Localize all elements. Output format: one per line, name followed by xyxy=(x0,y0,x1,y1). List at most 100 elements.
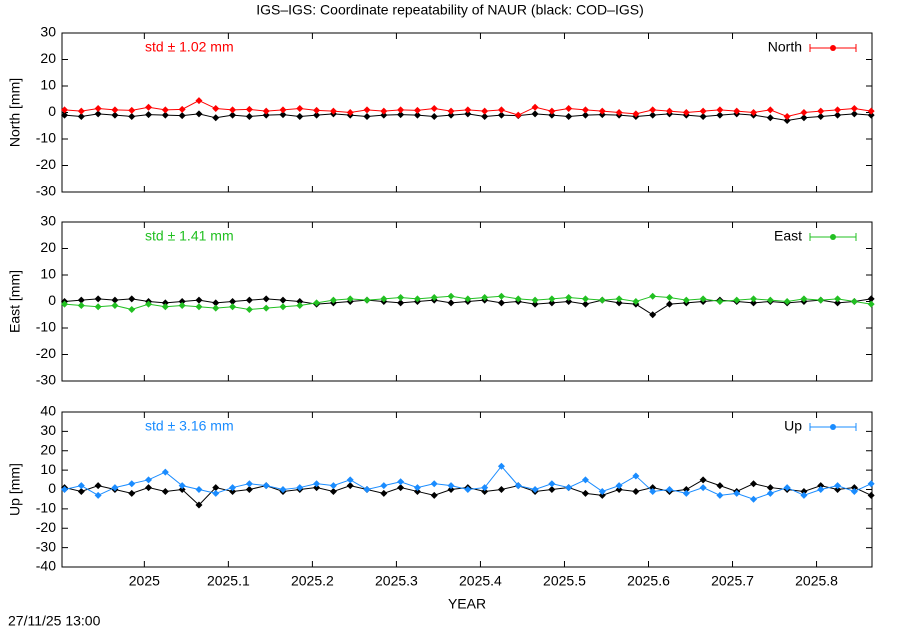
data-point xyxy=(497,111,505,119)
data-point xyxy=(346,482,354,490)
data-point xyxy=(817,107,825,115)
data-point xyxy=(481,484,489,492)
legend-marker xyxy=(830,424,836,430)
data-point xyxy=(850,105,858,113)
data-point xyxy=(313,480,321,488)
x-tick-label: 2025.8 xyxy=(795,573,838,589)
data-point xyxy=(279,111,287,119)
legend-label: Up xyxy=(784,418,802,434)
data-point xyxy=(497,486,505,493)
data-point xyxy=(397,106,405,114)
data-point xyxy=(867,107,875,115)
data-point xyxy=(531,110,539,118)
data-point xyxy=(733,107,741,115)
data-point xyxy=(615,109,623,116)
data-point xyxy=(397,294,405,302)
data-point xyxy=(380,295,388,303)
data-point xyxy=(464,486,472,493)
data-point xyxy=(750,109,758,116)
data-point xyxy=(733,296,741,304)
data-point xyxy=(834,482,842,490)
chart-title: IGS–IGS: Coordinate repeatability of NAU… xyxy=(256,2,643,18)
data-point xyxy=(279,303,287,311)
data-point xyxy=(548,111,556,119)
x-axis-label: YEAR xyxy=(448,596,486,612)
data-point xyxy=(111,301,119,309)
data-point xyxy=(128,112,136,120)
data-point xyxy=(212,114,220,122)
data-point xyxy=(581,489,589,497)
data-point xyxy=(481,107,489,115)
y-tick-label: -10 xyxy=(36,319,56,335)
data-point xyxy=(464,110,472,118)
data-point xyxy=(397,299,405,307)
data-point xyxy=(145,476,153,484)
data-point xyxy=(94,105,102,113)
data-point xyxy=(615,295,623,303)
data-point xyxy=(195,486,203,493)
data-point xyxy=(128,106,136,114)
data-point xyxy=(430,112,438,120)
data-point xyxy=(363,106,371,114)
legend-marker xyxy=(830,45,836,51)
data-point xyxy=(750,480,758,488)
y-tick-label: 30 xyxy=(40,422,56,438)
data-point xyxy=(850,110,858,118)
data-point xyxy=(380,111,388,119)
data-point xyxy=(363,486,371,493)
data-point xyxy=(161,106,169,114)
y-tick-label: -10 xyxy=(36,130,56,146)
data-point xyxy=(581,295,589,303)
data-point xyxy=(632,298,640,305)
data-point xyxy=(783,484,791,492)
data-point xyxy=(834,295,842,303)
y-tick-label: 40 xyxy=(40,403,56,419)
data-point xyxy=(766,484,774,492)
data-point xyxy=(413,295,421,303)
data-point xyxy=(61,111,69,119)
data-point xyxy=(716,298,724,305)
data-point xyxy=(598,296,606,304)
data-point xyxy=(245,480,253,488)
data-point xyxy=(262,107,270,115)
data-point xyxy=(329,487,337,495)
data-point xyxy=(195,501,203,509)
data-point xyxy=(296,298,304,305)
y-tick-label: 20 xyxy=(40,239,56,255)
data-point xyxy=(682,486,690,493)
data-point xyxy=(565,112,573,120)
y-tick-label: 0 xyxy=(48,103,56,119)
data-point xyxy=(178,301,186,309)
data-point xyxy=(145,111,153,119)
data-point xyxy=(548,480,556,488)
data-point xyxy=(212,484,220,492)
data-point xyxy=(94,110,102,118)
data-point xyxy=(581,476,589,484)
data-point xyxy=(481,112,489,120)
data-point xyxy=(850,298,858,305)
data-point xyxy=(834,111,842,119)
data-point xyxy=(632,110,640,118)
data-point xyxy=(699,476,707,484)
y-tick-label: 30 xyxy=(40,213,56,229)
data-point xyxy=(262,295,270,303)
std-annotation: std ± 3.16 mm xyxy=(145,418,234,434)
legend-marker xyxy=(830,234,836,240)
data-point xyxy=(514,482,522,490)
data-point xyxy=(817,296,825,304)
data-point xyxy=(548,107,556,115)
data-point xyxy=(111,106,119,114)
data-point xyxy=(397,484,405,492)
data-point xyxy=(229,298,237,305)
data-point xyxy=(262,111,270,119)
data-point xyxy=(867,480,875,488)
data-point xyxy=(212,489,220,497)
data-point xyxy=(666,107,673,115)
data-point xyxy=(229,303,237,311)
data-point xyxy=(666,486,673,493)
data-point xyxy=(77,107,85,115)
y-tick-label: -40 xyxy=(36,558,56,574)
data-point xyxy=(632,472,640,480)
data-point xyxy=(783,116,791,124)
